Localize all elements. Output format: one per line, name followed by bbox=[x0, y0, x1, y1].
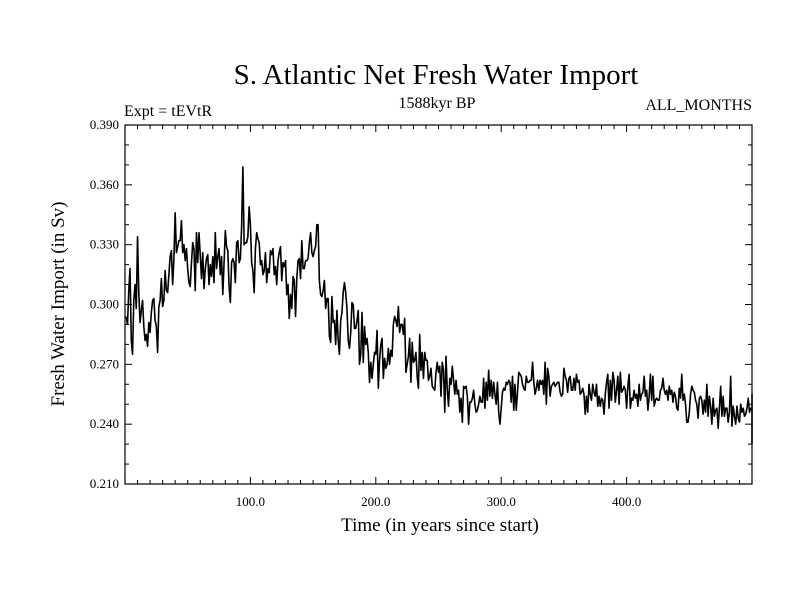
y-tick-label: 0.390 bbox=[90, 117, 119, 132]
x-tick-label: 400.0 bbox=[612, 494, 641, 509]
y-tick-label: 0.210 bbox=[90, 476, 119, 491]
x-tick-label: 300.0 bbox=[487, 494, 516, 509]
series-line-fresh-water-import bbox=[125, 166, 753, 445]
y-axis-label: Fresh Water Import (in Sv) bbox=[48, 202, 69, 407]
y-axis: 0.210 0.240 0.270 0.300 0.330 0.360 0.390 bbox=[90, 117, 752, 491]
y-tick-label: 0.270 bbox=[90, 356, 119, 371]
y-tick-label: 0.240 bbox=[90, 416, 119, 431]
experiment-label: Expt = tEVtR bbox=[124, 103, 212, 120]
y-tick-label: 0.330 bbox=[90, 237, 119, 252]
period-label: 1588kyr BP bbox=[399, 95, 476, 112]
x-axis-label: Time (in years since start) bbox=[341, 515, 539, 536]
x-axis: 100.0 200.0 300.0 400.0 bbox=[137, 125, 740, 509]
x-tick-label: 200.0 bbox=[361, 494, 390, 509]
y-tick-label: 0.300 bbox=[90, 297, 119, 312]
chart-title: S. Atlantic Net Fresh Water Import bbox=[234, 59, 639, 91]
x-tick-label: 100.0 bbox=[236, 494, 265, 509]
y-tick-label: 0.360 bbox=[90, 177, 119, 192]
plot-frame bbox=[124, 124, 753, 485]
months-label: ALL_MONTHS bbox=[645, 97, 752, 114]
